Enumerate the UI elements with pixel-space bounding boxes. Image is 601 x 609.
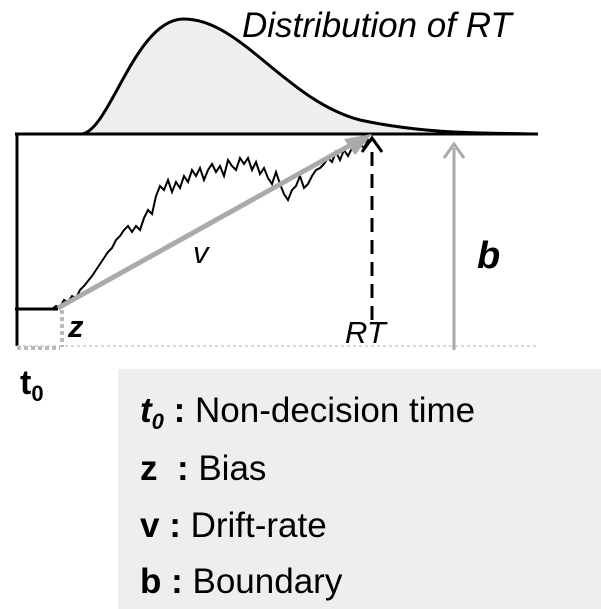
distribution-title: Distribution of RT: [242, 6, 512, 45]
legend-symbol-sub: 0: [151, 409, 164, 434]
evidence-trajectory: [51, 138, 373, 310]
drift-rate-arrow: [56, 139, 358, 311]
legend-symbol: v: [140, 506, 160, 545]
legend-separator: :: [161, 562, 193, 601]
rt-distribution-curve: [81, 17, 539, 136]
drift-rate-arrowhead: [344, 134, 372, 155]
drift-rate-label: v: [193, 235, 209, 270]
bias-label: z: [68, 309, 84, 344]
legend-item-b: b : Boundary: [140, 562, 342, 602]
rt-marker-arrowhead: [360, 135, 384, 153]
legend-separator: :: [159, 506, 191, 545]
legend-text: Boundary: [192, 562, 343, 601]
legend-symbol: t: [140, 391, 152, 430]
legend-symbol: z: [140, 449, 158, 488]
t0-label-sub: 0: [31, 381, 44, 406]
t0-label: t0: [20, 364, 44, 407]
legend-separator: :: [157, 449, 199, 488]
legend-item-v: v : Drift-rate: [140, 506, 327, 546]
t0-label-main: t: [20, 364, 32, 402]
legend-item-z: z : Bias: [140, 449, 266, 489]
legend-item-t0: t0 : Non-decision time: [140, 391, 475, 435]
legend-symbol: b: [140, 562, 162, 601]
boundary-label: b: [477, 235, 501, 277]
legend-text: Bias: [198, 449, 267, 488]
legend-box: t0 : Non-decision time z : Bias v : Drif…: [118, 369, 601, 609]
boundary-arrowhead: [442, 141, 466, 159]
rt-distribution-fill: [82, 18, 538, 134]
legend-text: Drift-rate: [190, 506, 327, 545]
rt-label: RT: [345, 315, 386, 350]
legend-text: Non-decision time: [195, 391, 476, 430]
legend-separator: :: [163, 391, 196, 430]
